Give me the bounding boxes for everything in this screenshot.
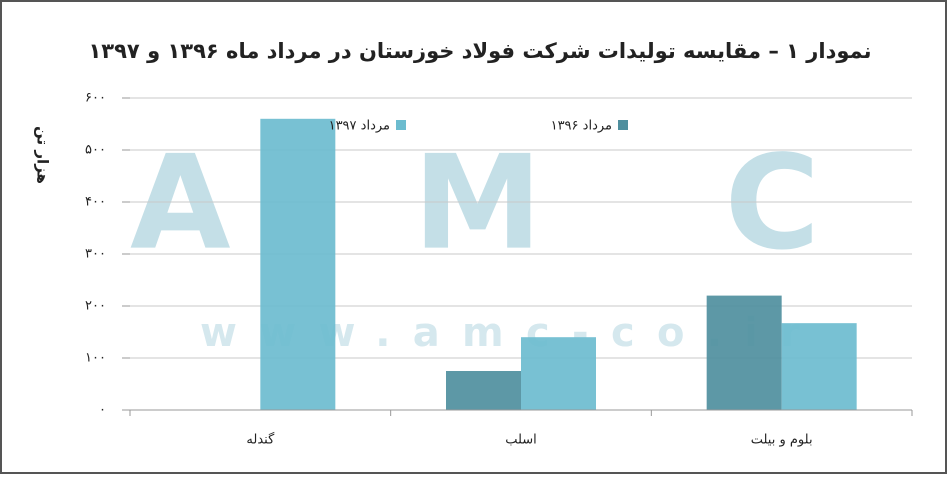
y-tick-label: ۶۰۰ [85,91,106,106]
y-tick-label: ۱۰۰ [85,351,106,366]
bar [521,337,596,410]
y-tick-label: ۰ [99,403,106,418]
chart-title: نمودار ۱ – مقایسه تولیدات شرکت فولاد خوز… [88,39,871,63]
legend-label: مرداد ۱۳۹۶ [551,119,612,134]
y-tick-label: ۴۰۰ [85,195,106,210]
bar [706,295,782,410]
x-tick-label: اسلب [505,433,537,448]
legend-label: مرداد ۱۳۹۷ [329,119,390,134]
y-axis-label: هزار تن [34,126,52,184]
x-tick-label: گندله [246,432,275,448]
x-tick-label: بلوم و بیلت [751,433,813,448]
y-tick-label: ۳۰۰ [85,247,106,262]
y-tick-label: ۵۰۰ [85,143,106,158]
legend-swatch [396,120,406,130]
legend-swatch [618,120,628,130]
bar [446,371,521,410]
y-tick-label: ۲۰۰ [85,299,106,314]
bar [781,323,857,410]
bar [260,118,336,411]
